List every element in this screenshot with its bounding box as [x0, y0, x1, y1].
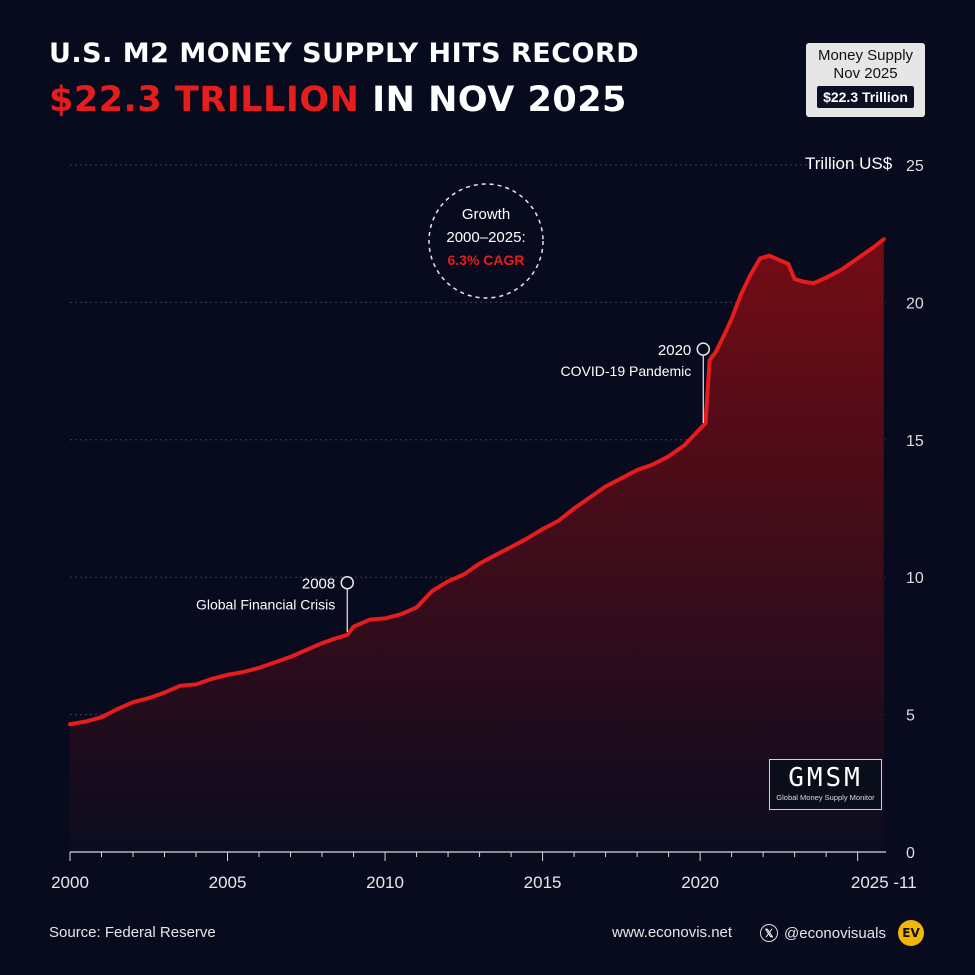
annotation-year: 2008	[302, 576, 335, 593]
growth-label: Growth	[462, 206, 510, 223]
growth-cagr: 6.3% CAGR	[447, 252, 524, 268]
annotation-marker	[340, 575, 355, 590]
x-tick-label: 2020	[681, 873, 719, 892]
y-tick-label: 25	[906, 158, 924, 175]
y-tick-label: 20	[906, 295, 924, 312]
social-handle[interactable]: 𝕏 @econovisuals	[760, 924, 886, 942]
money-supply-badge: Money Supply Nov 2025 $22.3 Trillion	[806, 43, 925, 117]
gmsm-logo-subtitle: Global Money Supply Monitor	[776, 793, 875, 802]
y-tick-label: 10	[906, 570, 924, 587]
social-handle-text: @econovisuals	[784, 924, 886, 942]
website-link[interactable]: www.econovis.net	[612, 924, 733, 941]
x-tick-label: 2010	[366, 873, 404, 892]
chart-title-highlight: $22.3 TRILLION	[49, 80, 360, 120]
growth-callout: Growth 2000–2025: 6.3% CAGR	[428, 183, 544, 299]
chart-title-line1: U.S. M2 MONEY SUPPLY HITS RECORD	[49, 38, 640, 69]
x-tick-label: 2000	[51, 873, 89, 892]
annotation-label: COVID-19 Pandemic	[561, 363, 692, 379]
badge-label: Money Supply	[817, 47, 914, 64]
x-logo-icon: 𝕏	[760, 924, 778, 942]
x-tick-label: 2005	[209, 873, 247, 892]
x-axis: 2000 2005 2010 2015 2020 2025 -11	[51, 851, 917, 892]
y-axis-unit-label: Trillion US$	[805, 154, 893, 173]
growth-period: 2000–2025:	[446, 229, 525, 246]
annotation-label: Global Financial Crisis	[196, 597, 335, 613]
annotations: 2008 Global Financial Crisis 2020 COVID-19 …	[196, 342, 711, 632]
annotation-year: 2020	[658, 342, 691, 359]
y-axis: 0 5 10 15 20 25	[906, 158, 924, 862]
chart-title-line2: $22.3 TRILLION IN NOV 2025	[49, 80, 627, 120]
annotation-marker	[696, 342, 711, 356]
area-fill	[70, 239, 884, 852]
badge-value: $22.3 Trillion	[817, 86, 914, 108]
y-tick-label: 5	[906, 708, 915, 725]
badge-date: Nov 2025	[833, 65, 898, 82]
source-note: Source: Federal Reserve	[49, 924, 216, 941]
chart-title-rest: IN NOV 2025	[359, 80, 627, 120]
y-tick-label: 0	[906, 845, 915, 862]
growth-circle	[428, 183, 544, 299]
series-line	[68, 237, 886, 727]
x-tick-label: 2015	[524, 873, 562, 892]
econovis-logo-icon: EV	[898, 920, 924, 946]
x-tick-label: 2025 -11	[851, 873, 917, 892]
y-tick-label: 15	[906, 433, 924, 450]
gmsm-logo-text: GMSM	[788, 763, 863, 793]
gmsm-logo: GMSM Global Money Supply Monitor	[769, 759, 882, 810]
